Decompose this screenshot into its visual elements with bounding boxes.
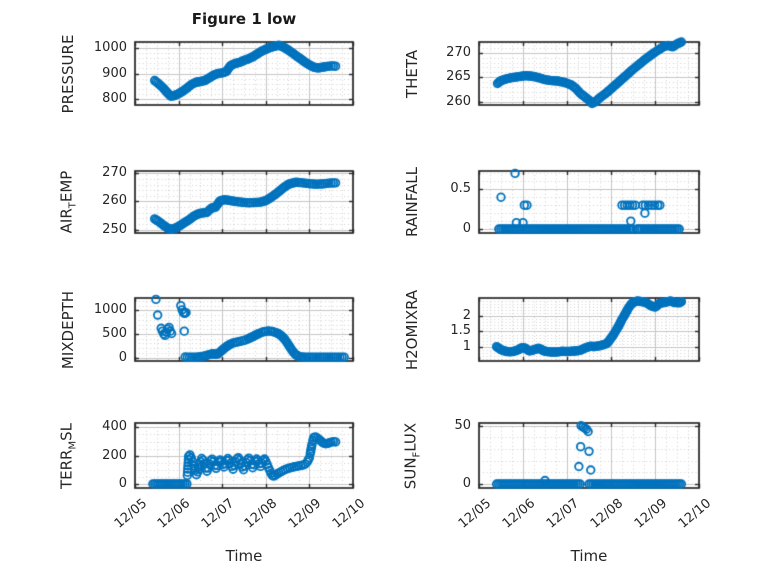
sun-flux-xtick-label: 12/09 [631, 496, 670, 532]
mixdepth-plot-canvas [126, 289, 362, 370]
terr-msl-xtick-label: 12/09 [285, 496, 325, 532]
theta-ylabel-part: THETA [403, 49, 421, 98]
h2omixra-ytick-label: 1 [462, 338, 471, 354]
pressure-ylabel-part: PRESSURE [59, 34, 77, 113]
air-temp-ylabel-part: EMP [57, 170, 76, 203]
terr-msl-xtick-label: 12/07 [198, 496, 237, 532]
theta-ytick-label: 265 [446, 69, 471, 85]
pressure-ytick-label: 800 [102, 90, 127, 106]
rainfall-ylabel-part: RAINFALL [403, 167, 421, 237]
terr-msl-xtick-label: 12/06 [154, 496, 194, 532]
h2omixra-ylabel-part: H2OMIXRA [403, 289, 421, 370]
sun-flux-ytick-label: 50 [454, 417, 471, 433]
theta-y-axis-label: THETA [399, 42, 425, 105]
h2omixra-ytick-label: 2 [462, 308, 471, 324]
air-temp-ylabel-part: AIR [57, 208, 76, 234]
sun-flux-xtick-label: 12/06 [499, 496, 538, 532]
sun-flux-ylabel-part: LUX [401, 422, 420, 452]
terr-msl-ylabel-part: SL [57, 422, 76, 441]
sun-flux-ylabel-part: F [411, 451, 423, 457]
sun-flux-y-axis-label: SUNFLUX [399, 422, 425, 489]
h2omixra-plot-canvas [470, 289, 708, 370]
sun-flux-xtick-label: 12/10 [675, 496, 714, 532]
sun-flux-xtick-label: 12/07 [543, 496, 582, 532]
pressure-ytick-label: 900 [102, 65, 127, 81]
pressure-ytick-label: 1000 [93, 40, 127, 56]
theta-ytick-label: 260 [446, 93, 471, 109]
sun-flux-ytick-label: 0 [462, 476, 471, 492]
figure-title: Figure 1 low [191, 10, 297, 28]
mixdepth-ytick-label: 0 [118, 349, 127, 365]
terr-msl-plot-canvas [126, 414, 362, 497]
air-temp-ytick-label: 270 [102, 165, 127, 181]
air-temp-ylabel-part: T [67, 202, 79, 209]
mixdepth-y-axis-label: MIXDEPTH [55, 290, 81, 368]
terr-msl-ytick-label: 200 [102, 447, 127, 463]
pressure-plot-canvas [126, 33, 362, 114]
x-axis-label-left: Time [225, 547, 263, 565]
sun-flux-xtick-label: 12/05 [455, 496, 494, 532]
h2omixra-ytick-label: 1.5 [450, 323, 471, 339]
rainfall-ytick-label: 0 [462, 221, 471, 237]
rainfall-ytick-label: 0.5 [450, 181, 471, 197]
sun-flux-xtick-label: 12/08 [587, 496, 626, 532]
mixdepth-ylabel-part: MIXDEPTH [59, 290, 77, 369]
terr-msl-ylabel-part: TERR [57, 449, 76, 489]
mixdepth-ytick-label: 1000 [93, 302, 127, 318]
terr-msl-ytick-label: 0 [118, 475, 127, 491]
h2omixra-y-axis-label: H2OMIXRA [399, 289, 425, 369]
theta-ytick-label: 270 [446, 44, 471, 60]
terr-msl-ylabel-part: M [67, 440, 79, 450]
sun-flux-ylabel-part: SUN [401, 456, 420, 489]
terr-msl-xtick-label: 12/10 [329, 496, 368, 532]
terr-msl-ytick-label: 400 [102, 419, 127, 435]
terr-msl-xtick-label: 12/08 [242, 496, 281, 532]
air-temp-plot-canvas [126, 162, 362, 242]
terr-msl-y-axis-label: TERRMSL [55, 422, 81, 489]
sun-flux-plot-canvas [470, 414, 708, 497]
x-axis-label-right: Time [570, 547, 608, 565]
air-temp-y-axis-label: AIRTEMP [55, 170, 81, 234]
air-temp-ytick-label: 250 [102, 221, 127, 237]
air-temp-ytick-label: 260 [102, 193, 127, 209]
rainfall-y-axis-label: RAINFALL [399, 167, 425, 237]
theta-plot-canvas [470, 33, 708, 114]
terr-msl-xtick-label: 12/05 [111, 496, 150, 532]
pressure-y-axis-label: PRESSURE [55, 34, 81, 113]
rainfall-plot-canvas [470, 162, 708, 242]
mixdepth-ytick-label: 500 [102, 326, 127, 341]
